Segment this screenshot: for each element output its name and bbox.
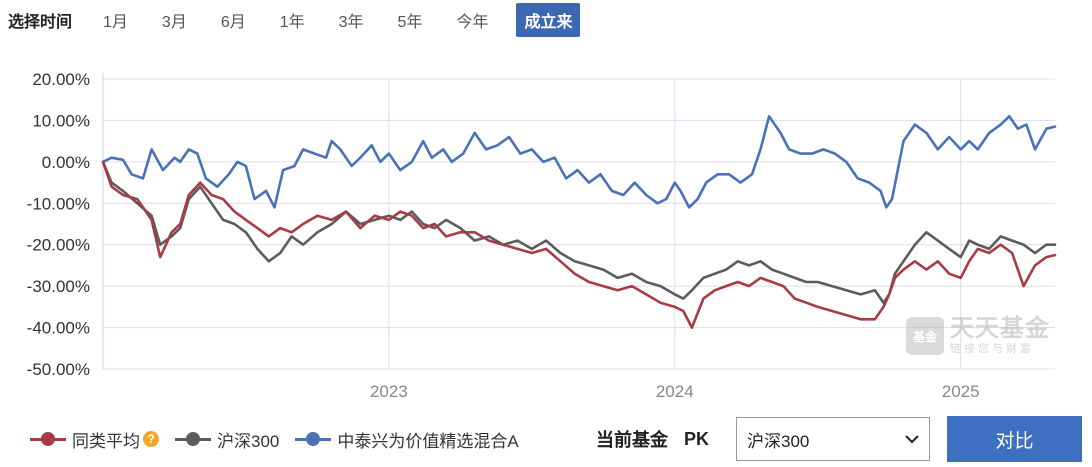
- legend-label-csi300: 沪深300: [217, 431, 280, 451]
- x-tick-label: 2024: [656, 382, 694, 401]
- legend-swatch-category-average: [30, 432, 66, 446]
- legend-swatch-csi300: [175, 432, 211, 446]
- y-tick-label: -50.00%: [27, 360, 90, 379]
- y-tick-label: -10.00%: [27, 194, 90, 213]
- legend-item-csi300[interactable]: 沪深300: [175, 427, 279, 452]
- question-icon[interactable]: ?: [143, 431, 159, 447]
- series-line-csi300: [101, 160, 1057, 305]
- range-6m-button[interactable]: 6月: [220, 14, 246, 31]
- series-line-fund: [101, 115, 1057, 209]
- watermark-badge: 基金: [906, 317, 944, 355]
- range-3y-button[interactable]: 3年: [338, 14, 364, 31]
- benchmark-select-value: 沪深300: [747, 431, 810, 451]
- chart-legend: 同类平均 ? 沪深300 中泰兴为价值精选混合A: [30, 424, 535, 454]
- performance-chart: 20.00% 10.00% 0.00% -10.00% -20.00% -30.00% -4…: [27, 70, 1057, 401]
- y-tick-label: 10.00%: [32, 111, 90, 130]
- time-range-toolbar: 选择时间 1月 3月 6月 1年 3年 5年 今年 成立来: [8, 3, 591, 37]
- x-tick-label: 2023: [370, 382, 408, 401]
- legend-swatch-fund: [295, 432, 332, 446]
- y-tick-label: -40.00%: [27, 319, 90, 338]
- series-line-category-average: [101, 160, 1057, 329]
- legend-label-fund: 中泰兴为价值精选混合A: [337, 431, 519, 451]
- benchmark-select[interactable]: 沪深300: [736, 417, 930, 461]
- legend-label-category-average: 同类平均: [72, 431, 140, 451]
- chevron-down-icon: [905, 435, 919, 444]
- pk-area: 当前基金 PK: [596, 424, 709, 454]
- range-1y-button[interactable]: 1年: [279, 14, 305, 31]
- watermark-sub-text: 链接您与财富: [950, 343, 1034, 355]
- watermark-logo: 基金 天天基金 链接您与财富: [906, 316, 1050, 356]
- y-tick-label: -20.00%: [27, 236, 90, 255]
- x-tick-label: 2025: [942, 382, 980, 401]
- legend-item-category-average[interactable]: 同类平均 ?: [30, 427, 159, 452]
- range-1m-button[interactable]: 1月: [103, 14, 128, 31]
- pk-label: PK: [684, 428, 710, 449]
- y-tick-label: -30.00%: [27, 277, 90, 296]
- range-since-inception-button[interactable]: 成立来: [516, 3, 581, 37]
- time-range-label: 选择时间: [8, 14, 73, 31]
- range-5y-button[interactable]: 5年: [397, 14, 423, 31]
- legend-item-fund[interactable]: 中泰兴为价值精选混合A: [295, 427, 519, 452]
- watermark-main-text: 天天基金: [950, 315, 1050, 342]
- compare-button[interactable]: 对比: [947, 416, 1082, 462]
- range-ytd-button[interactable]: 今年: [456, 14, 489, 31]
- range-3m-button[interactable]: 3月: [161, 14, 187, 31]
- current-fund-label: 当前基金: [596, 430, 668, 450]
- y-tick-label: 20.00%: [32, 70, 90, 89]
- y-tick-label: 0.00%: [42, 153, 90, 172]
